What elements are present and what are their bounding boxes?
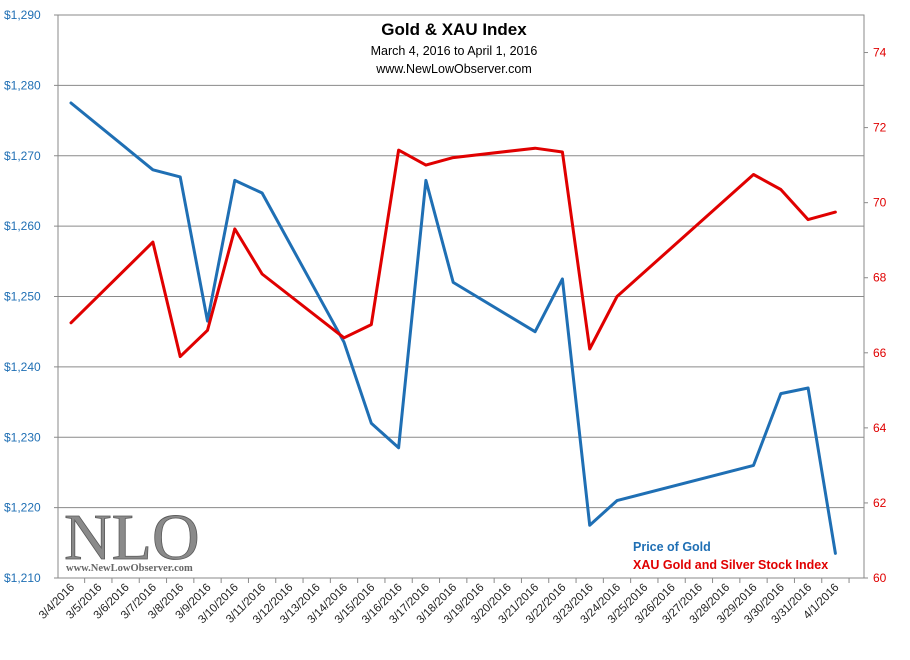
right-tick-label: 66 (873, 346, 887, 360)
xau-index-line (69, 146, 837, 359)
right-axis: 60 62 64 66 68 70 72 74 (864, 46, 887, 585)
legend: Price of Gold XAU Gold and Silver Stock … (633, 540, 828, 572)
left-tick-label: $1,220 (4, 501, 41, 515)
right-tick-label: 64 (873, 421, 887, 435)
left-tick-label: $1,290 (4, 8, 41, 22)
left-tick-label: $1,260 (4, 219, 41, 233)
chart-source: www.NewLowObserver.com (375, 62, 532, 76)
left-tick-label: $1,250 (4, 290, 41, 304)
right-tick-label: 60 (873, 571, 887, 585)
left-axis: $1,210 $1,220 $1,230 $1,240 $1,250 $1,260 $1,2… (4, 8, 58, 585)
right-tick-label: 62 (873, 496, 887, 510)
left-tick-label: $1,240 (4, 360, 41, 374)
chart-title: Gold & XAU Index (381, 20, 527, 39)
left-tick-label: $1,280 (4, 78, 41, 92)
watermark-url: www.NewLowObserver.com (66, 563, 193, 574)
right-tick-label: 72 (873, 121, 887, 135)
chart-subtitle: March 4, 2016 to April 1, 2016 (371, 44, 538, 58)
right-tick-label: 74 (873, 46, 887, 60)
gold-price-line (69, 101, 837, 555)
right-tick-label: 68 (873, 271, 887, 285)
left-tick-label: $1,270 (4, 149, 41, 163)
legend-xau: XAU Gold and Silver Stock Index (633, 558, 828, 572)
watermark-logo: NLO (64, 501, 200, 574)
series-layer (69, 101, 837, 555)
nlo-watermark: NLO www.NewLowObserver.com (64, 501, 200, 575)
left-tick-label: $1,230 (4, 430, 41, 444)
right-tick-label: 70 (873, 196, 887, 210)
left-tick-label: $1,210 (4, 571, 41, 585)
legend-gold: Price of Gold (633, 540, 711, 554)
